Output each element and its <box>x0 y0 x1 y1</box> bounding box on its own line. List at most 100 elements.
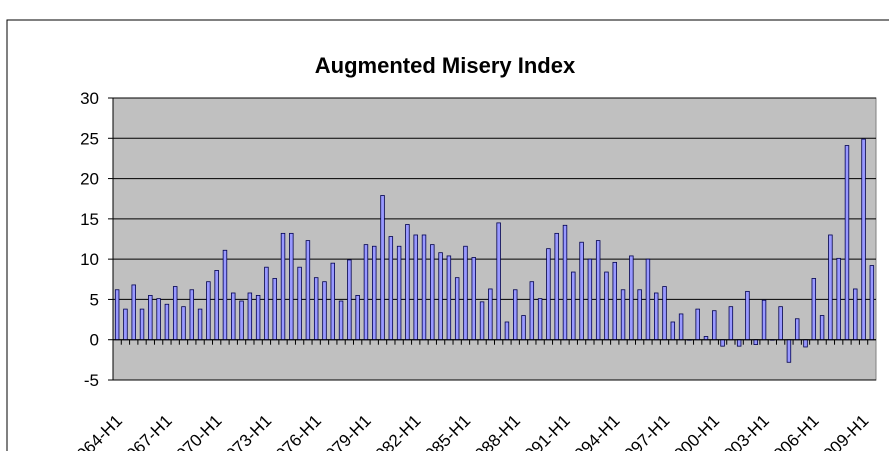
bar <box>231 292 236 341</box>
y-tick-label: 0 <box>90 331 99 350</box>
bar <box>670 321 676 341</box>
bar <box>513 289 518 341</box>
y-tick-label: 25 <box>80 129 99 148</box>
bar <box>645 258 651 341</box>
bar <box>148 294 153 341</box>
bar <box>728 306 734 341</box>
bar <box>413 234 418 341</box>
bar <box>197 308 203 341</box>
bar <box>206 281 211 341</box>
bar <box>446 255 452 341</box>
bar <box>139 308 145 341</box>
bar <box>313 277 319 341</box>
bar <box>562 224 568 341</box>
bar <box>678 313 684 341</box>
bar <box>861 138 866 341</box>
bar <box>853 288 858 341</box>
bar <box>828 234 833 341</box>
bar <box>521 315 526 341</box>
bar <box>736 339 742 347</box>
bar <box>778 306 783 341</box>
chart-title: Augmented Misery Index <box>315 53 576 78</box>
bar <box>388 236 394 341</box>
bar <box>554 232 559 341</box>
bar <box>794 318 800 341</box>
bar <box>637 289 642 341</box>
bar <box>695 308 700 341</box>
bar <box>280 232 286 341</box>
bar <box>189 289 195 341</box>
bar <box>753 339 758 345</box>
bar <box>546 248 551 341</box>
bar <box>595 240 601 341</box>
bar <box>405 224 410 341</box>
bar <box>297 266 302 341</box>
plot-area <box>112 97 877 381</box>
bar <box>123 308 128 341</box>
bar <box>380 195 385 341</box>
bar <box>131 284 136 341</box>
y-tick-label: 15 <box>80 210 99 229</box>
bar <box>172 286 178 341</box>
bar <box>454 277 460 341</box>
bar <box>214 270 219 341</box>
bar <box>488 288 493 341</box>
bar <box>529 281 535 341</box>
bar <box>347 259 352 341</box>
bar <box>662 286 667 341</box>
bar <box>463 245 468 341</box>
bar <box>264 266 269 341</box>
bar <box>156 298 161 341</box>
bar <box>745 290 750 341</box>
bar <box>761 299 767 341</box>
bar <box>322 281 327 341</box>
y-tick-label: 20 <box>80 170 99 189</box>
bar <box>819 315 825 341</box>
bar <box>247 292 253 341</box>
bar <box>836 257 841 341</box>
y-tick-label: 30 <box>80 89 99 108</box>
bar <box>537 298 543 341</box>
bar <box>712 310 717 341</box>
bar <box>811 278 817 341</box>
bar <box>305 240 311 341</box>
bar <box>430 244 435 341</box>
y-tick-label: 5 <box>90 290 99 309</box>
bar <box>372 245 377 341</box>
bar <box>114 289 120 341</box>
bar <box>571 271 576 341</box>
bar <box>330 262 336 341</box>
bar <box>629 255 634 341</box>
bar <box>438 252 443 341</box>
bar <box>496 222 501 341</box>
bar <box>504 321 510 341</box>
y-tick-label: -5 <box>84 371 99 390</box>
bar <box>803 339 808 348</box>
bar <box>604 271 609 341</box>
bar <box>471 257 476 341</box>
bar <box>396 245 402 341</box>
bar <box>579 241 584 341</box>
bar <box>164 303 170 341</box>
bar <box>421 234 427 341</box>
y-tick-label: 10 <box>80 250 99 269</box>
bar <box>255 294 261 341</box>
bar <box>355 294 360 341</box>
bar <box>272 278 277 341</box>
bar <box>720 339 725 347</box>
bar <box>620 289 626 341</box>
bar <box>181 306 186 341</box>
bar <box>289 232 294 341</box>
bar <box>786 339 792 363</box>
bar <box>222 249 228 341</box>
bar <box>239 300 244 341</box>
bar <box>338 300 344 341</box>
bar <box>363 244 369 341</box>
bar <box>479 301 485 341</box>
bar <box>587 258 593 341</box>
bar <box>653 292 659 341</box>
bar <box>612 261 617 341</box>
bar <box>869 265 875 341</box>
